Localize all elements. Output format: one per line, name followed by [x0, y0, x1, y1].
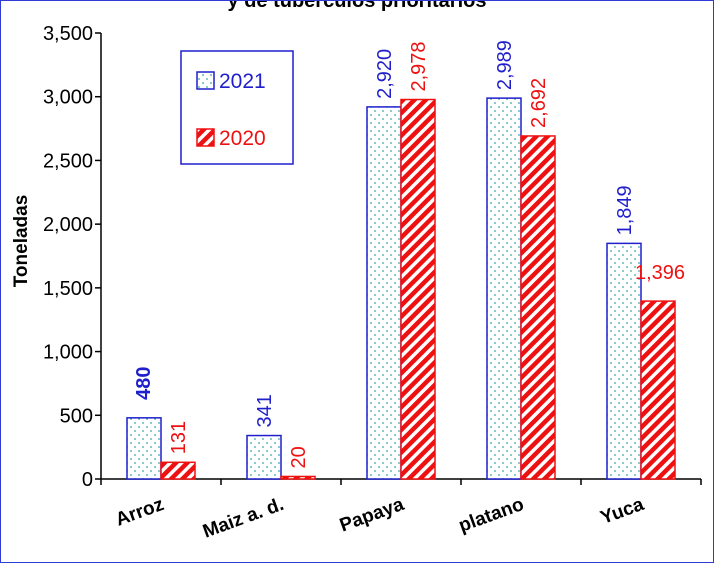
data-label: 341: [254, 394, 276, 427]
bar-2021-arroz: [126, 417, 162, 480]
x-axis: Arroz Maiz a. d. Papaya platano Yuca: [100, 478, 702, 543]
data-label: 131: [168, 421, 190, 454]
x-tick-label: Papaya: [337, 494, 407, 537]
bar-2020-yuca: [640, 300, 676, 480]
y-tick-label: 0: [82, 469, 93, 491]
y-tick-label: 3,500: [43, 23, 93, 45]
x-tick-label: Maiz a. d.: [200, 494, 287, 543]
bar-2020-platano: [520, 135, 556, 480]
bar-2021-yuca: [606, 242, 642, 480]
y-tick-label: 2,000: [43, 214, 93, 236]
bar-2020-maiz-a-d-: [280, 475, 316, 480]
y-axis-label: Toneladas: [11, 195, 32, 288]
y-tick-label: 1,500: [43, 278, 93, 300]
legend-swatch-2020: [196, 128, 215, 147]
y-tick-label: 500: [60, 405, 93, 427]
chart-title: y de tuberculos prioritarios: [228, 1, 487, 12]
data-label: 2,978: [408, 41, 430, 91]
data-labels: 480 341 2,920 2,989 1,849 131 20 2,978 2,692 1,39…: [133, 40, 685, 468]
bar-2020-arroz: [160, 461, 196, 480]
bar-2021-papaya: [366, 106, 402, 480]
bar-2020-papaya: [400, 98, 436, 480]
legend-label-2021: 2021: [219, 70, 266, 93]
y-tick-label: 1,000: [43, 342, 93, 364]
y-axis: 0 500 1,000 1,500 2,000 2,500 3,000 3,500: [43, 23, 102, 491]
x-tick-label: Yuca: [598, 494, 647, 529]
bar-2021-maiz-a-d-: [246, 434, 282, 480]
y-tick-label: 2,500: [43, 150, 93, 172]
x-tick-label: Arroz: [113, 494, 167, 531]
legend: 2021 2020: [180, 50, 294, 165]
data-label: 480: [133, 366, 155, 399]
data-label: 2,920: [374, 49, 396, 99]
data-label: 2,692: [528, 78, 550, 128]
data-label: 2,989: [494, 40, 516, 90]
bar-2021-platano: [486, 97, 522, 480]
data-label: 20: [288, 446, 310, 468]
bars: [126, 97, 676, 480]
legend-label-2020: 2020: [219, 127, 266, 150]
data-label: 1,396: [635, 262, 685, 284]
legend-swatch-2021: [196, 71, 215, 90]
y-tick-label: 3,000: [43, 87, 93, 109]
x-tick-label: platano: [456, 494, 527, 537]
data-label: 1,849: [614, 185, 636, 235]
